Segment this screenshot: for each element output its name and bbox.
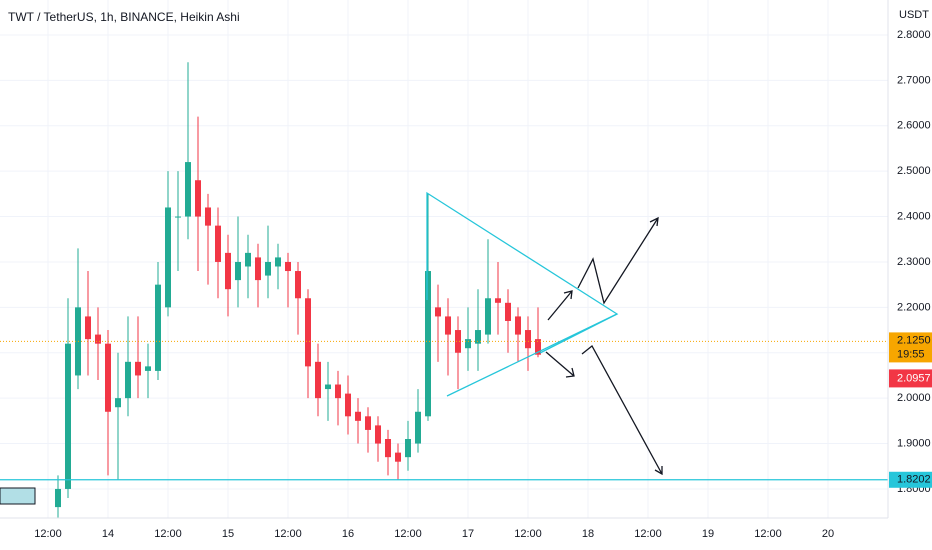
candle-body [425, 271, 431, 417]
candle-body [65, 343, 71, 489]
candle-body [355, 411, 361, 421]
x-tick-label: 12:00 [754, 528, 782, 540]
candle-body [55, 488, 61, 508]
candle-body [525, 330, 531, 349]
y-tick-label: 1.9000 [897, 437, 931, 449]
x-tick-label: 19 [702, 528, 714, 540]
x-tick-label: 12:00 [394, 528, 422, 540]
y-tick-label: 2.0000 [897, 392, 931, 404]
candle-body [255, 257, 261, 281]
candle-body [145, 366, 151, 371]
candle-body [385, 439, 391, 458]
candle-body [305, 298, 311, 367]
candle-body [175, 216, 181, 218]
y-axis-label: USDT [899, 9, 929, 21]
x-tick-label: 12:00 [274, 528, 302, 540]
candle-body [235, 261, 241, 281]
x-tick-label: 17 [462, 528, 474, 540]
arrows [545, 216, 663, 476]
candle-body [435, 307, 441, 317]
candle-body [275, 257, 281, 267]
y-tick-label: 2.6000 [897, 120, 931, 132]
candles [0, 62, 888, 535]
candle-body [325, 384, 331, 390]
arrow-head [654, 466, 663, 476]
candle-body [445, 316, 451, 335]
y-tick-label: 2.7000 [897, 74, 931, 86]
candle-body [335, 384, 341, 399]
candle-body [285, 261, 291, 272]
candle-body [395, 452, 401, 462]
y-tick-label: 2.2000 [897, 301, 931, 313]
candle-body [215, 225, 221, 262]
triangle-pattern [426, 191, 619, 397]
drawings [426, 191, 663, 476]
arrow-head [563, 290, 573, 300]
x-tick-label: 18 [582, 528, 594, 540]
candle-body [95, 334, 101, 344]
candle-body [195, 180, 201, 217]
y-tick-label: 2.3000 [897, 256, 931, 268]
candle-body [475, 330, 481, 344]
candle-body [485, 298, 491, 335]
arrow [545, 351, 575, 377]
time-axis [0, 518, 888, 550]
x-tick-label: 12:00 [634, 528, 662, 540]
axes: 1.80001.90002.00002.10002.20002.30002.40… [34, 29, 932, 540]
candle-body [495, 298, 501, 303]
candle-body [265, 261, 271, 276]
price-label: 1.8202 [897, 474, 931, 486]
price-label: 2.0957 [897, 372, 931, 384]
x-tick-label: 12:00 [34, 528, 62, 540]
candle-body [155, 284, 161, 371]
candle-body [125, 361, 131, 399]
x-tick-label: 16 [342, 528, 354, 540]
candle-body [465, 339, 471, 349]
candle-body [365, 416, 371, 430]
candle-body [315, 361, 321, 399]
candle-body [415, 411, 421, 444]
arrow-head [565, 367, 575, 378]
candle-body [205, 207, 211, 226]
x-tick-label: 15 [222, 528, 234, 540]
x-tick-label: 12:00 [514, 528, 542, 540]
price-axis [888, 0, 932, 550]
arrow [547, 290, 573, 321]
countdown: 19:55 [897, 348, 925, 360]
candle-body [225, 252, 231, 290]
price-label-box [889, 471, 932, 488]
x-tick-label: 20 [822, 528, 834, 540]
y-tick-label: 2.4000 [897, 210, 931, 222]
y-tick-label: 2.8000 [897, 29, 931, 41]
candle-body [165, 207, 171, 308]
candle-body [515, 316, 521, 335]
candle-body [85, 316, 91, 340]
candle-body [405, 439, 411, 458]
arrow-head [649, 216, 659, 227]
x-tick-label: 12:00 [154, 528, 182, 540]
arrow [577, 217, 659, 305]
candle-body [185, 162, 191, 217]
indicator-box [0, 487, 36, 505]
chart-title: TWT / TetherUS, 1h, BINANCE, Heikin Ashi [8, 10, 240, 24]
x-tick-label: 14 [102, 528, 114, 540]
candle-body [345, 393, 351, 417]
candle-body [455, 330, 461, 353]
candle-body [295, 271, 301, 299]
candle-body [535, 339, 541, 355]
price-label-box [889, 332, 932, 363]
candle-body [375, 425, 381, 444]
candle-body [105, 343, 111, 412]
y-tick-label: 2.5000 [897, 165, 931, 177]
candle-body [245, 252, 251, 267]
candle-body [135, 361, 141, 376]
candle-body [115, 398, 121, 408]
price-label-box [889, 369, 932, 388]
arrow [581, 345, 663, 475]
triangle-side [539, 313, 618, 354]
price-label: 2.1250 [897, 334, 931, 346]
candle-body [505, 302, 511, 321]
